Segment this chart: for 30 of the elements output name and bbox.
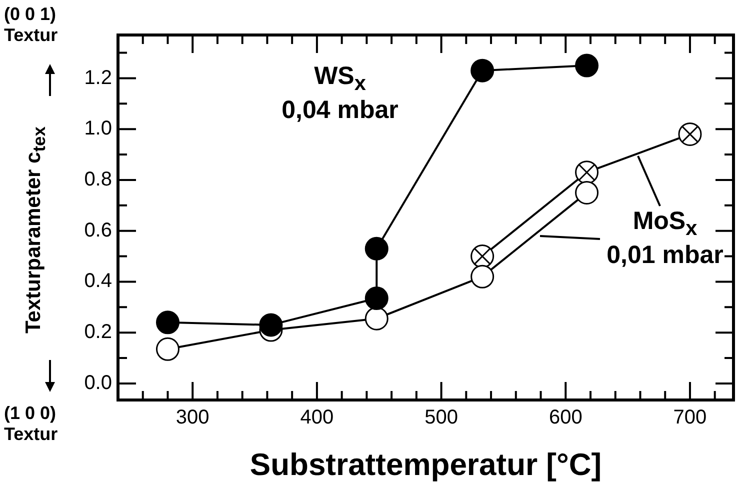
y-tick-label: 1.0: [84, 118, 112, 140]
point: [575, 180, 599, 204]
y-tick-label: 0.0: [84, 372, 112, 394]
x-tick-label: 500: [424, 406, 458, 429]
point: [364, 306, 388, 330]
annotation: MoS$_{x}$ 0,01 mbar: [606, 207, 724, 270]
text: (1 0 0) Textur: [4, 403, 59, 444]
y-tick-label: 1.2: [84, 66, 112, 89]
text: (0 0 1) Textur: [4, 4, 59, 46]
point: [364, 236, 388, 260]
y-tick-label: 0.8: [84, 168, 112, 190]
annotation: WS$_{x}$ 0,04 mbar: [280, 62, 400, 125]
x-tick-label: 300: [176, 406, 210, 429]
point: [678, 122, 702, 146]
y-tick-label: 0.6: [84, 219, 112, 242]
point: [156, 310, 180, 334]
point: [470, 264, 494, 288]
point: [575, 54, 599, 78]
x-tick-label: 400: [300, 406, 334, 429]
point: [470, 244, 494, 268]
x-tick-label: 700: [673, 406, 707, 429]
y-tick-label: 0.2: [84, 321, 112, 344]
x-tick-label: 600: [548, 406, 582, 429]
point: [156, 337, 180, 361]
point: [259, 313, 283, 337]
point: [575, 160, 599, 184]
y-tick-label: 0.4: [84, 270, 112, 292]
point: [364, 286, 388, 310]
point: [470, 58, 494, 82]
x-axis-title: Substrattemperatur [°C]: [250, 446, 602, 482]
